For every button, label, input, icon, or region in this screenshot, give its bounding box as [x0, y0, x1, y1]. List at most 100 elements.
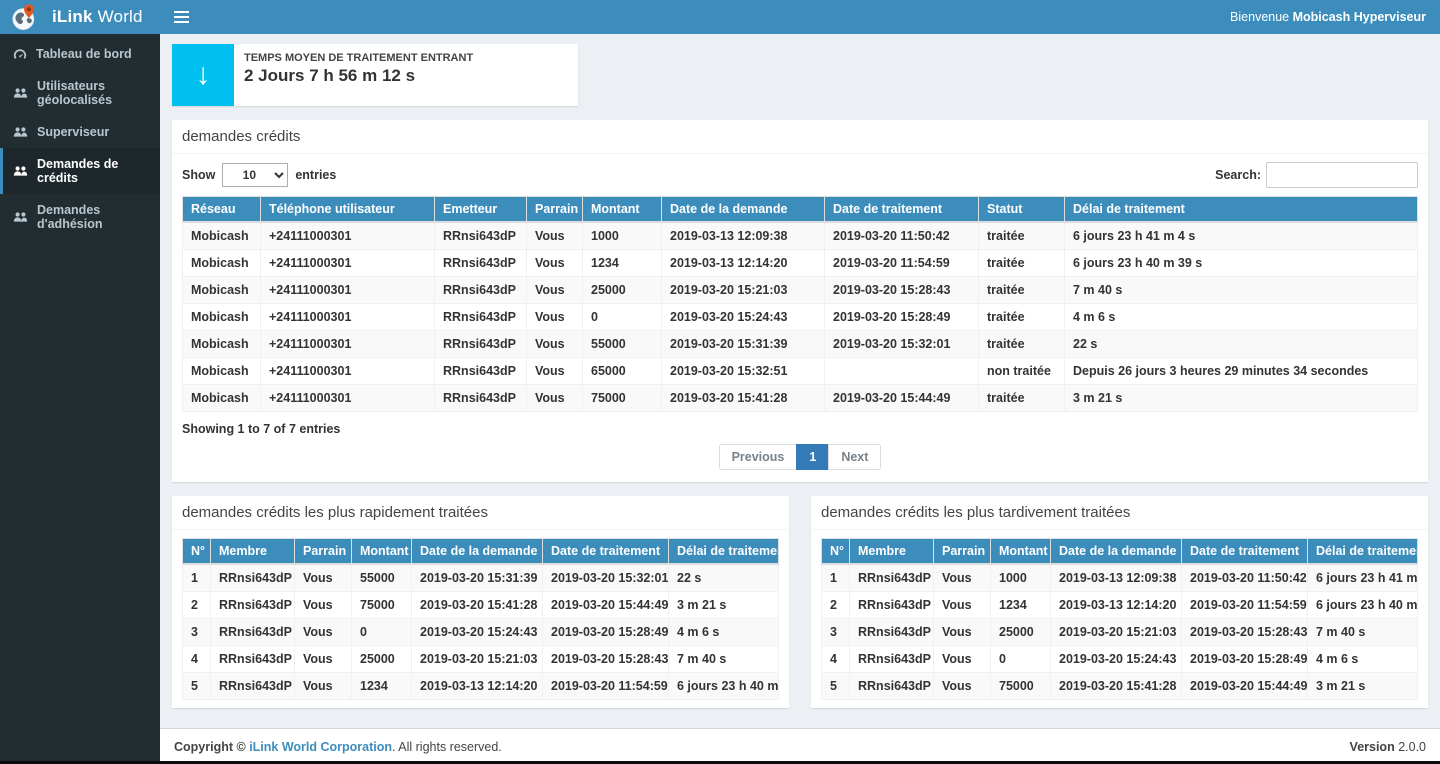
table-cell: +24111000301 [261, 331, 435, 358]
table-cell: 2019-03-20 15:28:43 [543, 646, 669, 673]
slowest-table-body: 1RRnsi643dPVous10002019-03-13 12:09:3820… [822, 564, 1418, 700]
fastest-table: N°MembreParrainMontantDate de la demande… [182, 538, 779, 700]
sidebar-item-demandes-adhesion[interactable]: Demandes d'adhésion [0, 194, 160, 240]
table-cell: 75000 [583, 385, 662, 412]
fastest-panel-body: N°MembreParrainMontantDate de la demande… [172, 530, 789, 708]
table-cell: Mobicash [183, 304, 261, 331]
table-cell: Vous [295, 646, 352, 673]
table-row: Mobicash+24111000301RRnsi643dPVous250002… [183, 277, 1418, 304]
fastest-panel-title: demandes crédits les plus rapidement tra… [172, 496, 789, 530]
table-cell: 1 [822, 564, 850, 592]
next-page-button[interactable]: Next [828, 444, 881, 470]
table-cell: Depuis 26 jours 3 heures 29 minutes 34 s… [1065, 358, 1418, 385]
brand-light: World [93, 7, 143, 26]
table-row: 1RRnsi643dPVous550002019-03-20 15:31:392… [183, 564, 779, 592]
table-cell: Vous [934, 673, 991, 700]
table-cell: 4 [822, 646, 850, 673]
table-cell: RRnsi643dP [211, 646, 295, 673]
table-summary: Showing 1 to 7 of 7 entries [182, 422, 1418, 436]
table-cell: 2019-03-20 11:50:42 [1182, 564, 1308, 592]
table-row: Mobicash+24111000301RRnsi643dPVous650002… [183, 358, 1418, 385]
table-cell: Vous [934, 592, 991, 619]
table-cell: 3 m 21 s [1308, 673, 1418, 700]
table-cell: 25000 [583, 277, 662, 304]
column-header: Date de traitement [1182, 539, 1308, 565]
table-header-row: N°MembreParrainMontantDate de la demande… [822, 539, 1418, 565]
table-cell: 22 s [1065, 331, 1418, 358]
table-cell: 2019-03-20 15:24:43 [412, 619, 543, 646]
table-cell: 2019-03-20 15:24:43 [1051, 646, 1182, 673]
table-cell: traitée [979, 222, 1065, 250]
table-cell: 2019-03-20 11:54:59 [825, 250, 979, 277]
company-link[interactable]: iLink World Corporation [249, 740, 392, 754]
column-header: Statut [979, 197, 1065, 223]
table-row: 1RRnsi643dPVous10002019-03-13 12:09:3820… [822, 564, 1418, 592]
version-label: Version [1350, 740, 1395, 754]
table-cell: 2019-03-13 12:14:20 [412, 673, 543, 700]
credits-table-body: Mobicash+24111000301RRnsi643dPVous100020… [183, 222, 1418, 412]
table-row: Mobicash+24111000301RRnsi643dPVous100020… [183, 222, 1418, 250]
pagination: Previous 1 Next [182, 444, 1418, 470]
table-cell: RRnsi643dP [850, 592, 934, 619]
table-cell: 6 jours 23 h 40 m 39 s [669, 673, 779, 700]
table-cell: RRnsi643dP [435, 277, 527, 304]
table-row: 4RRnsi643dPVous250002019-03-20 15:21:032… [183, 646, 779, 673]
sidebar-menu: Tableau de bord Utilisateurs géolocalisé… [0, 34, 160, 240]
table-cell: 5 [822, 673, 850, 700]
sidebar-item-superviseur[interactable]: Superviseur [0, 116, 160, 148]
sidebar-item-tableau-de-bord[interactable]: Tableau de bord [0, 38, 160, 70]
table-cell: 2019-03-20 15:32:01 [543, 564, 669, 592]
column-header: Emetteur [435, 197, 527, 223]
table-row: Mobicash+24111000301RRnsi643dPVous550002… [183, 331, 1418, 358]
avg-processing-time-infobox: ↓ TEMPS MOYEN DE TRAITEMENT ENTRANT 2 Jo… [172, 44, 578, 106]
slowest-table: N°MembreParrainMontantDate de la demande… [821, 538, 1418, 700]
users-icon [13, 87, 28, 99]
table-cell: RRnsi643dP [211, 592, 295, 619]
page-length-control: Show 10 entries [182, 163, 336, 187]
table-cell: +24111000301 [261, 250, 435, 277]
sidebar-item-demandes-de-credits[interactable]: Demandes de crédits [0, 148, 160, 194]
table-cell: 1234 [583, 250, 662, 277]
infobox-label: TEMPS MOYEN DE TRAITEMENT ENTRANT [244, 52, 473, 64]
brand-logo[interactable]: iLink World [0, 0, 160, 34]
table-cell: Vous [934, 619, 991, 646]
table-cell: 0 [583, 304, 662, 331]
table-cell: +24111000301 [261, 222, 435, 250]
search-control: Search: [1215, 162, 1418, 188]
username: Mobicash Hyperviseur [1293, 10, 1426, 24]
table-cell: 3 m 21 s [1065, 385, 1418, 412]
table-cell: 1 [183, 564, 211, 592]
previous-page-button[interactable]: Previous [719, 444, 798, 470]
table-cell: RRnsi643dP [850, 646, 934, 673]
column-header: Parrain [295, 539, 352, 565]
column-header: Date de la demande [1051, 539, 1182, 565]
table-cell: 55000 [583, 331, 662, 358]
sidebar-toggle-icon[interactable] [160, 0, 203, 34]
table-cell: Vous [527, 385, 583, 412]
sidebar-item-utilisateurs-geolocalises[interactable]: Utilisateurs géolocalisés [0, 70, 160, 116]
table-cell: Vous [527, 277, 583, 304]
page-1-button[interactable]: 1 [796, 444, 829, 470]
table-cell: traitée [979, 304, 1065, 331]
column-header: Délai de traitement [1065, 197, 1418, 223]
table-cell: 2019-03-20 15:28:49 [1182, 646, 1308, 673]
table-header-row: RéseauTéléphone utilisateurEmetteurParra… [183, 197, 1418, 223]
table-cell: +24111000301 [261, 277, 435, 304]
table-cell: 2019-03-13 12:14:20 [662, 250, 825, 277]
page-length-select[interactable]: 10 [222, 163, 288, 187]
table-cell: RRnsi643dP [850, 564, 934, 592]
table-cell: 2019-03-20 15:31:39 [412, 564, 543, 592]
table-cell: 75000 [352, 592, 412, 619]
column-header: Date de la demande [662, 197, 825, 223]
column-header: Montant [991, 539, 1051, 565]
table-cell: 3 [822, 619, 850, 646]
table-row: 2RRnsi643dPVous750002019-03-20 15:41:282… [183, 592, 779, 619]
slowest-panel: demandes crédits les plus tardivement tr… [811, 496, 1428, 708]
slowest-panel-title: demandes crédits les plus tardivement tr… [811, 496, 1428, 530]
table-cell: 7 m 40 s [669, 646, 779, 673]
search-input[interactable] [1266, 162, 1418, 188]
users-icon [13, 165, 28, 177]
table-cell: 6 jours 23 h 40 m 39 s [1308, 592, 1418, 619]
sidebar-item-label: Superviseur [37, 125, 109, 139]
fastest-table-body: 1RRnsi643dPVous550002019-03-20 15:31:392… [183, 564, 779, 700]
